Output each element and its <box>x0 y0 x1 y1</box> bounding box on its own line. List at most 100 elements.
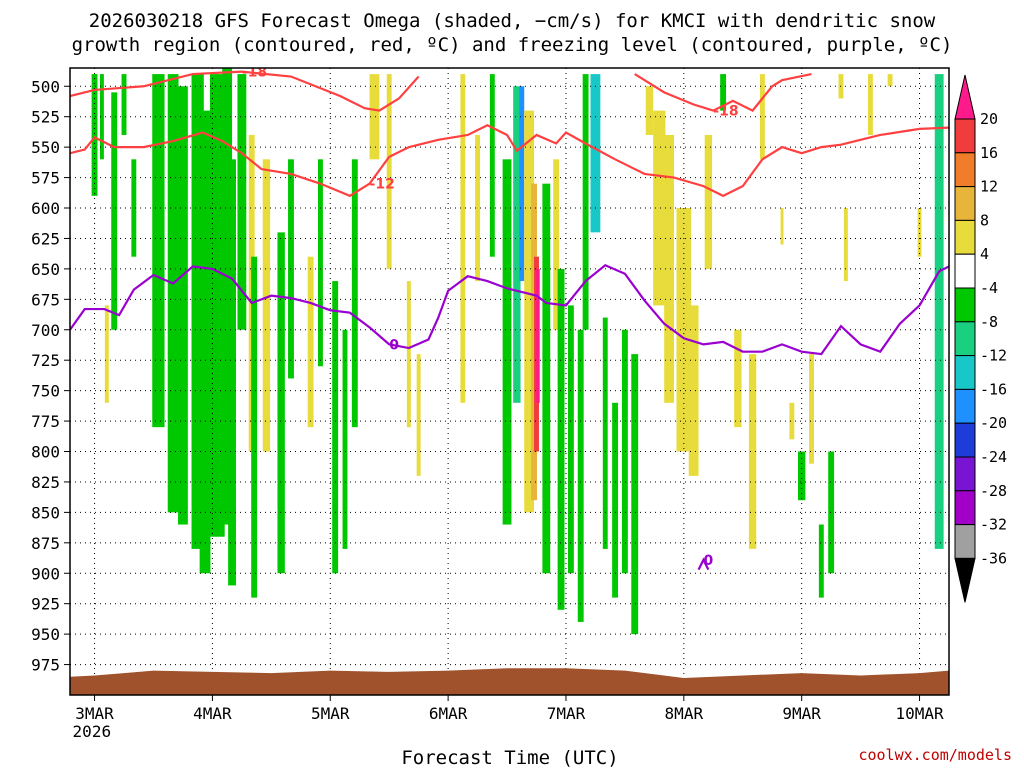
colorbar-label-8: 8 <box>980 211 989 229</box>
omega-cell-26 <box>386 74 392 269</box>
omega-cell-18 <box>277 232 285 574</box>
y-tick-label-525: 525 <box>31 108 60 127</box>
omega-cell-47 <box>612 402 619 598</box>
isotherm-contour-2 <box>634 73 812 112</box>
x-tick-label-8MAR: 8MAR <box>665 704 704 723</box>
omega-cell-14 <box>237 74 247 330</box>
y-tick-label-825: 825 <box>31 473 60 492</box>
omega-cell-49 <box>631 354 639 635</box>
colorbar-segment-10 <box>954 422 976 458</box>
omega-cell-69 <box>887 74 893 87</box>
omega-cell-6 <box>152 74 165 428</box>
omega-cell-3 <box>131 159 137 257</box>
omega-cell-29 <box>460 74 466 403</box>
omega-cell-71 <box>934 74 944 549</box>
omega-cell-32 <box>502 159 512 525</box>
omega-cell-33 <box>513 86 521 403</box>
colorbar-segment-3 <box>954 186 976 221</box>
colorbar-label--32: -32 <box>980 516 1007 534</box>
omega-cell-63 <box>809 354 814 464</box>
colorbar-segment-8 <box>954 355 976 390</box>
omega-cell-1 <box>99 74 104 160</box>
freezing-level-contour-1 <box>697 557 710 571</box>
x-tick-label-4MAR: 4MAR <box>193 704 232 723</box>
colorbar-bottom-triangle <box>954 557 976 603</box>
terrain-area <box>70 668 949 695</box>
y-tick-label-900: 900 <box>31 564 60 583</box>
isotherm-contour-label-1: -12 <box>370 177 395 193</box>
omega-cell-21 <box>317 159 323 367</box>
omega-cell-50 <box>645 86 654 135</box>
isotherm-contour-label-0: -18 <box>242 65 267 81</box>
omega-cell-58 <box>748 354 757 549</box>
y-tick-label-850: 850 <box>31 503 60 522</box>
y-tick-label-725: 725 <box>31 351 60 370</box>
omega-cell-39 <box>542 183 551 574</box>
y-tick-label-675: 675 <box>31 290 60 309</box>
freezing-level-contour-label-0: 0 <box>389 337 399 353</box>
y-tick-label-600: 600 <box>31 199 60 218</box>
omega-cell-34 <box>519 86 525 282</box>
omega-cell-40 <box>553 159 560 330</box>
colorbar-segment-2 <box>954 152 976 188</box>
omega-cell-30 <box>475 134 481 282</box>
terrain-fill <box>70 668 949 695</box>
chart-title-line1: 2026030218 GFS Forecast Omega (shaded, −… <box>89 10 936 32</box>
omega-cell-7 <box>167 74 179 513</box>
colorbar-label-12: 12 <box>980 178 998 196</box>
omega-cell-43 <box>577 329 584 622</box>
omega-cell-44 <box>582 74 589 330</box>
y-tick-label-875: 875 <box>31 534 60 553</box>
omega-cell-10 <box>199 110 211 574</box>
omega-cell-4 <box>104 305 109 403</box>
x-tick-label-5MAR: 5MAR <box>311 704 350 723</box>
colorbar-segment-12 <box>954 490 976 526</box>
colorbar-segment-11 <box>954 456 976 492</box>
omega-cell-0 <box>91 74 98 196</box>
omega-cell-24 <box>351 159 358 428</box>
x-tick-label-3MAR: 3MAR <box>75 704 114 723</box>
omega-cell-35 <box>524 110 535 513</box>
omega-cell-27 <box>406 281 411 428</box>
x-tick-label-10MAR: 10MAR <box>895 704 944 723</box>
omega-cell-65 <box>828 451 835 574</box>
colorbar-segment-7 <box>954 321 976 357</box>
omega-cell-67 <box>843 208 848 282</box>
omega-cell-54 <box>688 305 699 476</box>
omega-cell-13 <box>228 159 236 586</box>
omega-cell-25 <box>369 74 380 160</box>
omega-cell-31 <box>489 74 495 257</box>
omega-cell-61 <box>789 402 795 440</box>
colorbar-label-20: 20 <box>980 110 998 128</box>
omega-cell-52 <box>664 134 675 403</box>
omega-cell-62 <box>797 451 806 501</box>
omega-cell-12 <box>222 68 233 525</box>
y-tick-label-650: 650 <box>31 260 60 279</box>
y-tick-label-800: 800 <box>31 443 60 462</box>
omega-cell-70 <box>917 208 922 257</box>
y-tick-label-575: 575 <box>31 169 60 188</box>
colorbar-segment-4 <box>954 219 976 255</box>
omega-cell-55 <box>704 134 713 269</box>
y-tick-label-950: 950 <box>31 625 60 644</box>
contours: -18 -12 -18 0 0 <box>70 65 949 571</box>
omega-shading <box>91 68 944 635</box>
credit-text[interactable]: coolwx.com/models <box>858 746 1012 764</box>
omega-cell-38 <box>536 268 540 403</box>
freezing-level-contour-0 <box>70 263 949 356</box>
omega-cell-45 <box>590 74 601 233</box>
isotherm-contour-1 <box>70 123 949 198</box>
colorbar-label--8: -8 <box>980 313 998 331</box>
y-tick-label-750: 750 <box>31 382 60 401</box>
omega-cell-46 <box>602 317 608 549</box>
omega-cell-28 <box>416 354 421 476</box>
omega-cell-23 <box>342 329 348 549</box>
omega-cell-16 <box>251 256 258 598</box>
y-tick-label-550: 550 <box>31 138 60 157</box>
colorbar-segment-1 <box>954 118 976 154</box>
colorbar-top-triangle <box>954 74 976 120</box>
omega-cell-51 <box>653 110 666 306</box>
colorbar-label-4: 4 <box>980 245 989 263</box>
omega-cell-41 <box>557 268 565 610</box>
